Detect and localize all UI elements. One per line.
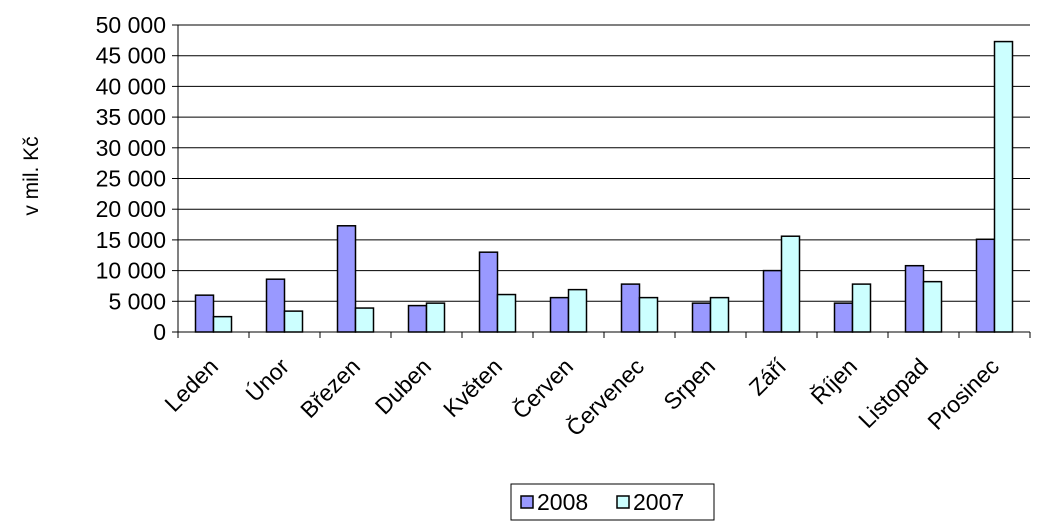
x-tick-label: Srpen xyxy=(658,353,720,415)
bar-2008-Červenec xyxy=(620,283,641,333)
bar-2007-Prosinec xyxy=(993,40,1014,333)
legend-swatch-2007 xyxy=(616,495,630,509)
y-tick-labels: 0 5 000 10 000 15 000 20 000 25 000 30 000 35 0… xyxy=(96,12,166,345)
bar-2008-Prosinec xyxy=(975,238,996,333)
x-tick-label: Červen xyxy=(507,352,579,424)
bar-2008-Leden xyxy=(194,294,215,333)
x-tick-label: Únor xyxy=(240,353,294,407)
legend-label-2007: 2007 xyxy=(633,489,684,515)
y-tick-label: 50 000 xyxy=(96,12,166,38)
y-tick-label: 5 000 xyxy=(108,288,166,314)
gridlines xyxy=(178,24,1030,302)
y-tick-label: 15 000 xyxy=(96,227,166,253)
x-tick-label: Květen xyxy=(438,353,507,422)
bar-2007-Duben xyxy=(425,302,446,333)
x-tick-label: Prosinec xyxy=(922,353,1004,435)
x-tick-label: Listopad xyxy=(853,353,933,433)
bar-2007-Červenec xyxy=(638,296,659,333)
legend-swatch-2008 xyxy=(520,495,534,509)
x-tick-label: Březen xyxy=(295,353,365,423)
bar-2007-Září xyxy=(780,235,801,333)
bar-2007-Říjen xyxy=(851,283,872,333)
bar-2007-Listopad xyxy=(922,280,943,333)
axes xyxy=(172,24,1031,338)
x-tick-label: Říjen xyxy=(806,353,862,409)
bar-2008-Srpen xyxy=(691,302,712,333)
bar-2007-Červen xyxy=(567,288,588,333)
x-tick-label: Září xyxy=(744,353,792,401)
y-tick-label: 45 000 xyxy=(96,43,166,69)
bar-2008-Březen xyxy=(336,225,357,333)
bar-2008-Duben xyxy=(407,304,428,333)
y-tick-label: 35 000 xyxy=(96,104,166,130)
bar-2008-Únor xyxy=(265,278,286,333)
legend-label-2008: 2008 xyxy=(537,489,588,515)
x-tick-label: Duben xyxy=(370,353,436,419)
bar-2007-Únor xyxy=(283,310,304,333)
y-tick-label: 0 xyxy=(153,319,166,345)
bar-2008-Červen xyxy=(549,296,570,333)
x-tick-labels: Leden Únor Březen Duben Květen ČervenČervenec… xyxy=(159,352,1004,441)
bar-2008-Říjen xyxy=(833,302,854,333)
y-tick-label: 25 000 xyxy=(96,166,166,192)
bars xyxy=(194,40,1014,333)
bar-2007-Březen xyxy=(354,307,375,333)
legend-box xyxy=(510,483,715,521)
x-tick-label: Leden xyxy=(159,353,223,417)
y-axis-label: v mil. Kč xyxy=(20,136,43,215)
bar-2007-Květen xyxy=(496,293,517,333)
y-tick-label: 30 000 xyxy=(96,135,166,161)
bar-2008-Listopad xyxy=(904,264,925,333)
x-tick-label: Červenec xyxy=(560,352,649,441)
bar-2007-Leden xyxy=(212,315,233,333)
bar-2008-Září xyxy=(762,269,783,333)
y-tick-label: 20 000 xyxy=(96,196,166,222)
bar-2008-Květen xyxy=(478,251,499,333)
y-tick-label: 40 000 xyxy=(96,73,166,99)
legend: 2008 2007 xyxy=(510,483,715,521)
bar-2007-Srpen xyxy=(709,296,730,333)
y-tick-label: 10 000 xyxy=(96,258,166,284)
